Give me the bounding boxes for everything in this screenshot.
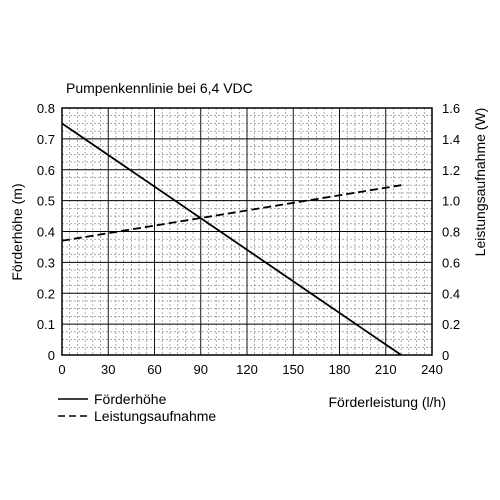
x-tick-label: 60 xyxy=(147,362,161,377)
x-tick-label: 180 xyxy=(329,362,351,377)
x-tick-labels: 0 30 60 90 120 150 180 210 240 xyxy=(58,362,442,377)
y-left-tick-label: 0.1 xyxy=(37,317,55,332)
y-left-tick-label: 0.6 xyxy=(37,163,55,178)
y-right-tick-label: 1.0 xyxy=(442,194,460,209)
x-tick-label: 240 xyxy=(421,362,443,377)
y-left-tick-label: 0.5 xyxy=(37,194,55,209)
y-right-tick-label: 1.6 xyxy=(442,101,460,116)
x-tick-label: 0 xyxy=(58,362,65,377)
chart-title: Pumpenkennlinie bei 6,4 VDC xyxy=(66,80,253,96)
plot-frame xyxy=(61,107,433,356)
x-tick-label: 150 xyxy=(282,362,304,377)
y-right-tick-label: 1.2 xyxy=(442,163,460,178)
y-left-tick-label: 0.2 xyxy=(37,286,55,301)
y-left-tick-label: 0.4 xyxy=(37,225,55,240)
y-right-tick-label: 0.2 xyxy=(442,317,460,332)
y-right-tick-label: 0 xyxy=(442,348,449,363)
x-tick-label: 90 xyxy=(194,362,208,377)
left-y-tick-labels: 0 0.1 0.2 0.3 0.4 0.5 0.6 0.7 0.8 xyxy=(37,101,55,363)
y-right-tick-label: 0.6 xyxy=(442,255,460,270)
y-left-tick-label: 0 xyxy=(48,348,55,363)
y-right-tick-label: 0.8 xyxy=(442,225,460,240)
y-left-tick-label: 0.7 xyxy=(37,132,55,147)
x-tick-label: 210 xyxy=(375,362,397,377)
y-axis-right-label: Leistungsaufnahme (W) xyxy=(472,108,488,257)
major-grid xyxy=(62,108,432,355)
legend-label-foerderhoehe: Förderhöhe xyxy=(94,391,167,407)
x-axis-label: Förderleistung (l/h) xyxy=(329,394,447,410)
y-left-tick-label: 0.3 xyxy=(37,255,55,270)
series-line-foerderhoehe xyxy=(61,122,402,356)
x-tick-label: 30 xyxy=(101,362,115,377)
y-left-tick-label: 0.8 xyxy=(37,101,55,116)
y-right-tick-label: 0.4 xyxy=(442,286,460,301)
right-y-tick-labels: 0 0.2 0.4 0.6 0.8 1.0 1.2 1.4 1.6 xyxy=(442,101,460,363)
x-tick-label: 120 xyxy=(236,362,258,377)
series-line-leistungsaufnahme xyxy=(61,184,402,242)
y-right-tick-label: 1.4 xyxy=(442,132,460,147)
legend-label-leistungsaufnahme: Leistungsaufnahme xyxy=(94,408,216,424)
y-axis-left-label: Förderhöhe (m) xyxy=(9,183,25,280)
legend: Förderhöhe Leistungsaufnahme xyxy=(58,391,216,424)
series-layer xyxy=(61,122,402,356)
